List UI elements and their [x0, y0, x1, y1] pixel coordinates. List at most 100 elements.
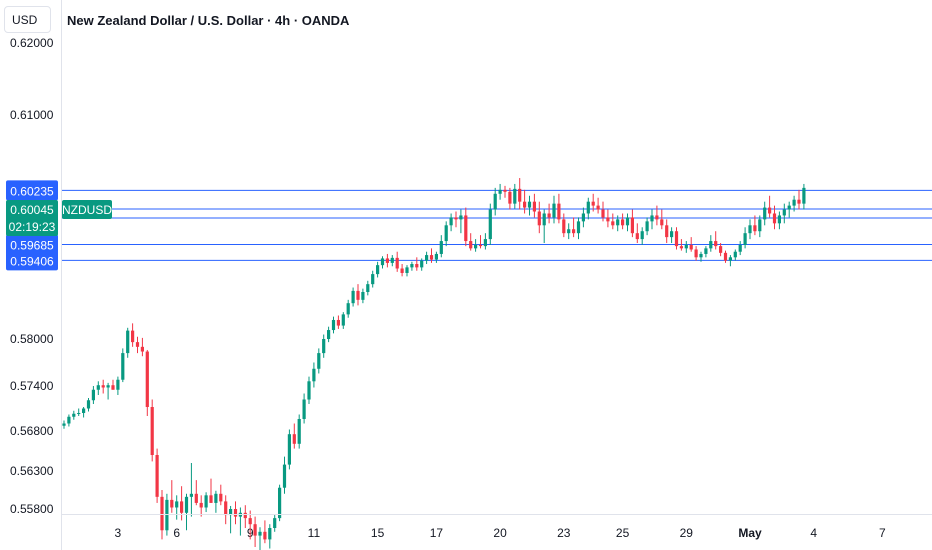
time-tick-label: 4 — [810, 526, 817, 540]
candle-body — [748, 225, 752, 234]
last-price-text: 0.60045 — [10, 203, 54, 217]
candle-body — [287, 434, 291, 465]
candle-body — [258, 531, 262, 536]
candle-body — [743, 233, 747, 245]
candle-body — [792, 199, 796, 206]
candle-body — [150, 407, 154, 455]
candle-body — [674, 231, 679, 247]
level-label-text: 0.60235 — [10, 184, 54, 198]
candle-body — [429, 255, 434, 260]
candle-body — [797, 199, 801, 204]
time-tick-label: 23 — [557, 526, 571, 540]
candle-body — [219, 493, 223, 502]
candle-body — [273, 518, 277, 528]
candle-body — [523, 201, 527, 208]
candle-body — [660, 219, 664, 226]
candle-body — [165, 499, 169, 531]
candle-body — [327, 330, 331, 339]
candle-body — [184, 496, 189, 513]
candle-body — [278, 487, 282, 519]
candle-body — [82, 408, 86, 413]
candle-body — [390, 257, 394, 263]
candle-body — [591, 201, 595, 206]
candle-body — [204, 495, 208, 508]
candle-body — [733, 251, 737, 258]
candle-body — [282, 464, 287, 488]
candle-body — [224, 501, 228, 516]
candle-body — [106, 385, 110, 388]
candle-body — [709, 241, 713, 249]
candle-body — [753, 225, 757, 232]
price-tick-label: 0.55800 — [10, 502, 54, 516]
candle-body — [547, 213, 551, 218]
candle-body — [611, 221, 615, 226]
candle-body — [434, 253, 438, 260]
price-axis-separator — [61, 0, 62, 550]
candle-body — [704, 248, 708, 254]
candle-body — [645, 221, 649, 232]
candle-body — [596, 205, 600, 210]
candle-body — [464, 215, 468, 242]
candle-body — [483, 239, 487, 247]
candle-body — [772, 213, 777, 224]
price-tick-label: 0.57400 — [10, 379, 54, 393]
candle-body — [263, 531, 267, 540]
candle-body — [503, 189, 507, 192]
level-label-text: 0.59406 — [10, 254, 54, 268]
candle-body — [175, 501, 179, 508]
chart-title: New Zealand Dollar / U.S. Dollar · 4h · … — [67, 13, 350, 28]
candle-body — [444, 225, 448, 242]
candle-body — [630, 217, 634, 234]
candle-body — [557, 203, 561, 220]
candle-body — [542, 213, 546, 226]
candle-body — [366, 284, 370, 292]
currency-button[interactable]: USD — [4, 6, 51, 33]
candle-body — [567, 229, 571, 234]
candle-body — [650, 215, 654, 222]
candle-body — [395, 257, 399, 269]
candle-body — [361, 292, 365, 300]
candle-body — [140, 346, 144, 352]
candle-body — [670, 231, 674, 238]
candle-body — [802, 187, 806, 204]
candle-body — [405, 267, 409, 273]
time-tick-label: 3 — [115, 526, 122, 540]
time-tick-label: 7 — [879, 526, 886, 540]
candle-body — [415, 264, 419, 268]
candle-body — [518, 188, 522, 202]
candle-body — [194, 493, 198, 503]
candle-body — [782, 209, 786, 216]
candle-body — [248, 518, 252, 525]
candle-body — [243, 512, 247, 519]
candle-body — [601, 209, 605, 218]
candle-body — [312, 368, 316, 382]
candle-body — [679, 246, 683, 249]
price-tick-label: 0.58000 — [10, 332, 54, 346]
time-tick-label: 29 — [680, 526, 694, 540]
candle-body — [341, 314, 345, 326]
candle-body — [376, 265, 380, 275]
candle-body — [62, 423, 66, 426]
candle-body — [635, 233, 639, 240]
candle-body — [572, 229, 576, 234]
time-tick-label: 25 — [616, 526, 630, 540]
time-tick-label: 15 — [371, 526, 385, 540]
candle-body — [469, 241, 473, 249]
candle-body — [532, 201, 536, 212]
candle-body — [606, 217, 610, 222]
candle-body — [665, 225, 669, 238]
candle-body — [738, 245, 742, 252]
level-label-box — [6, 250, 58, 271]
candle-body — [454, 217, 458, 220]
candle-body — [297, 419, 301, 444]
candle-body — [719, 246, 723, 253]
candle-body — [356, 290, 360, 300]
level-label-box — [6, 234, 58, 255]
candle-body — [493, 193, 497, 210]
candle-body — [317, 353, 321, 369]
price-tick-label: 0.56300 — [10, 464, 54, 478]
candle-body — [562, 219, 566, 234]
last-price-box — [6, 200, 58, 237]
